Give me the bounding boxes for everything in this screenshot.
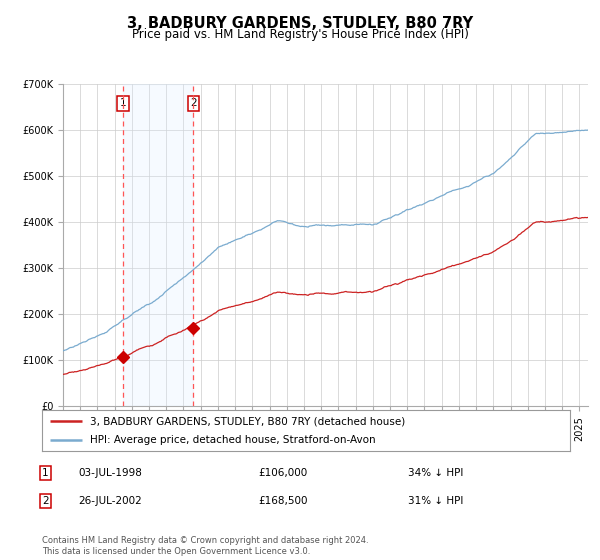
Text: £106,000: £106,000 [258, 468, 307, 478]
Text: 26-JUL-2002: 26-JUL-2002 [78, 496, 142, 506]
Text: 3, BADBURY GARDENS, STUDLEY, B80 7RY (detached house): 3, BADBURY GARDENS, STUDLEY, B80 7RY (de… [89, 417, 405, 426]
Text: £168,500: £168,500 [258, 496, 308, 506]
Text: 31% ↓ HPI: 31% ↓ HPI [408, 496, 463, 506]
Text: HPI: Average price, detached house, Stratford-on-Avon: HPI: Average price, detached house, Stra… [89, 435, 375, 445]
Text: 3, BADBURY GARDENS, STUDLEY, B80 7RY: 3, BADBURY GARDENS, STUDLEY, B80 7RY [127, 16, 473, 31]
Text: 2: 2 [190, 99, 197, 109]
Text: 03-JUL-1998: 03-JUL-1998 [78, 468, 142, 478]
Text: Contains HM Land Registry data © Crown copyright and database right 2024.
This d: Contains HM Land Registry data © Crown c… [42, 536, 368, 556]
Text: 2: 2 [42, 496, 49, 506]
Text: Price paid vs. HM Land Registry's House Price Index (HPI): Price paid vs. HM Land Registry's House … [131, 28, 469, 41]
Bar [123, 84, 193, 406]
Text: 1: 1 [120, 99, 127, 109]
Text: 1: 1 [42, 468, 49, 478]
Text: 34% ↓ HPI: 34% ↓ HPI [408, 468, 463, 478]
